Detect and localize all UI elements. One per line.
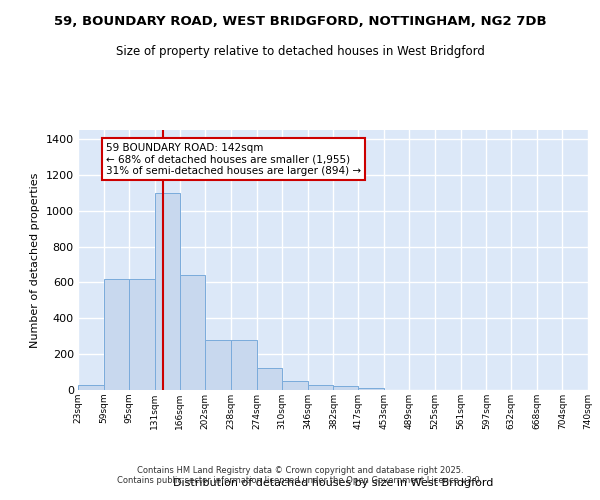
Bar: [205, 340, 231, 390]
Bar: [308, 384, 334, 390]
Bar: [104, 279, 129, 390]
Bar: [180, 275, 205, 390]
Bar: [334, 386, 358, 390]
Bar: [78, 384, 104, 390]
Text: Size of property relative to detached houses in West Bridgford: Size of property relative to detached ho…: [116, 45, 484, 58]
Bar: [282, 381, 308, 390]
Bar: [129, 279, 155, 390]
Text: 59, BOUNDARY ROAD, WEST BRIDGFORD, NOTTINGHAM, NG2 7DB: 59, BOUNDARY ROAD, WEST BRIDGFORD, NOTTI…: [53, 15, 547, 28]
Text: Contains HM Land Registry data © Crown copyright and database right 2025.
Contai: Contains HM Land Registry data © Crown c…: [118, 466, 482, 485]
Bar: [257, 368, 282, 390]
Y-axis label: Number of detached properties: Number of detached properties: [30, 172, 40, 348]
Bar: [155, 193, 180, 390]
X-axis label: Distribution of detached houses by size in West Bridgford: Distribution of detached houses by size …: [173, 478, 493, 488]
Bar: [358, 388, 384, 390]
Text: 59 BOUNDARY ROAD: 142sqm
← 68% of detached houses are smaller (1,955)
31% of sem: 59 BOUNDARY ROAD: 142sqm ← 68% of detach…: [106, 142, 361, 176]
Bar: [231, 340, 257, 390]
